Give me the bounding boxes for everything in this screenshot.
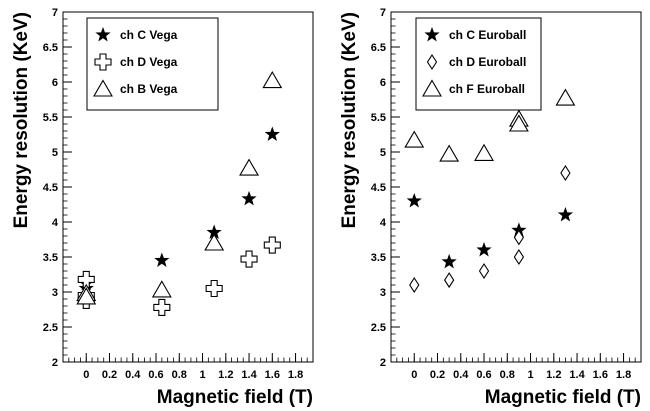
y-tick-label: 3 <box>52 287 58 299</box>
y-tick-label: 5 <box>52 147 58 159</box>
panel-2: 2 2.5 3 3.5 4 4.5 5 5.5 6 6.5 7 0 0.2 0.4 0.6 0.8 1 1.2 1.… <box>339 7 642 408</box>
data-point <box>557 207 574 222</box>
series-1 <box>406 193 574 269</box>
y-tick-label: 7 <box>52 7 58 19</box>
data-point <box>205 279 223 298</box>
x-tick-label: 0 <box>83 369 89 381</box>
y-tick-label: 2 <box>52 357 58 369</box>
data-point <box>474 143 494 161</box>
y-tick-label: 6 <box>52 77 58 89</box>
y-tick-label: 5.5 <box>371 112 386 124</box>
y-axis-label: Energy resolution (KeV) <box>11 12 32 228</box>
x-tick-label: 0 <box>411 369 417 381</box>
data-point <box>262 71 283 89</box>
series-3 <box>76 71 283 305</box>
series-3 <box>404 88 576 162</box>
data-point <box>439 144 460 162</box>
x-tick-label: 1.6 <box>593 369 608 381</box>
data-point <box>478 262 490 280</box>
legend-label: ch D Vega <box>120 55 178 69</box>
y-tick-label: 3 <box>380 287 386 299</box>
y-tick-label: 4 <box>52 217 59 229</box>
legend-marker <box>422 79 442 97</box>
data-point <box>151 280 172 298</box>
x-tick-label: 1 <box>199 369 205 381</box>
y-tick-label: 2.5 <box>43 322 58 334</box>
data-point <box>264 126 280 141</box>
data-point <box>513 229 525 246</box>
legend-marker <box>426 53 438 71</box>
x-tick-label: 0.8 <box>500 369 515 381</box>
legend: ch C Euroball ch D Euroball ch F Euroball <box>415 17 542 111</box>
x-tick-label: 0.2 <box>430 369 445 381</box>
legend-marker <box>94 53 112 71</box>
x-tick-label: 0.8 <box>172 369 187 381</box>
x-tick-label: 1.4 <box>241 369 257 381</box>
y-tick-label: 3.5 <box>43 252 58 264</box>
legend-label: ch C Euroball <box>449 28 526 42</box>
legend-label: ch B Vega <box>120 82 178 96</box>
legend-label: ch F Euroball <box>449 82 525 96</box>
x-tick-label: 1.2 <box>546 369 561 381</box>
y-tick-label: 5.5 <box>43 112 58 124</box>
y-tick-label: 6 <box>380 77 386 89</box>
legend-label: ch D Euroball <box>449 55 526 69</box>
legend-marker <box>95 27 111 42</box>
x-tick-label: 1.8 <box>616 369 631 381</box>
y-tick-label: 2 <box>380 357 386 369</box>
series-2 <box>409 164 571 294</box>
legend-marker <box>93 79 113 97</box>
series-1 <box>78 126 280 295</box>
y-tick-label: 4.5 <box>371 182 386 194</box>
y-tick-label: 3.5 <box>371 252 386 264</box>
x-tick-label: 0.4 <box>125 369 141 381</box>
data-point <box>409 276 420 294</box>
x-axis-label: Magnetic field (T) <box>485 387 641 408</box>
x-axis-label: Magnetic field (T) <box>157 387 313 408</box>
x-tick-label: 1 <box>527 369 533 381</box>
y-tick-label: 4.5 <box>43 182 58 194</box>
panel-1: 2 2.5 3 3.5 4 4.5 5 5.5 6 6.5 7 0 0.2 0.4 0.6 0.8 1 1.2 1.… <box>11 7 314 408</box>
x-tick-label: 0.6 <box>476 369 491 381</box>
data-point <box>154 252 170 267</box>
x-tick-label: 0.4 <box>453 369 469 381</box>
data-point <box>508 114 529 132</box>
legend-label: ch C Vega <box>120 28 178 42</box>
data-point <box>206 224 222 239</box>
x-tick-label: 0.6 <box>148 369 163 381</box>
data-point <box>476 242 492 257</box>
x-tick-label: 1.2 <box>218 369 233 381</box>
x-tick-label: 1.6 <box>265 369 280 381</box>
y-tick-label: 7 <box>380 7 386 19</box>
y-tick-label: 5 <box>380 147 386 159</box>
data-point <box>555 88 576 106</box>
data-point <box>513 248 525 266</box>
y-tick-label: 6.5 <box>43 42 58 54</box>
data-point <box>441 253 457 269</box>
data-point <box>560 164 571 182</box>
data-point <box>404 130 425 148</box>
data-point <box>153 298 171 316</box>
y-tick-label: 6.5 <box>371 42 386 54</box>
y-tick-label: 4 <box>380 217 387 229</box>
x-tick-label: 1.8 <box>288 369 303 381</box>
legend: ch C Vega ch D Vega ch B Vega <box>86 17 219 111</box>
data-point <box>76 287 97 305</box>
x-tick-label: 0.2 <box>102 369 117 381</box>
x-tick-label: 1.4 <box>569 369 585 381</box>
data-point <box>406 193 422 208</box>
data-point <box>240 250 258 268</box>
data-point <box>443 272 455 289</box>
data-point <box>263 236 281 254</box>
data-point <box>241 190 257 206</box>
y-axis-label: Energy resolution (KeV) <box>339 12 360 228</box>
series-2 <box>77 236 281 316</box>
legend-marker <box>424 27 440 42</box>
data-point <box>239 158 260 176</box>
y-tick-label: 2.5 <box>371 322 386 334</box>
data-point <box>204 233 225 251</box>
